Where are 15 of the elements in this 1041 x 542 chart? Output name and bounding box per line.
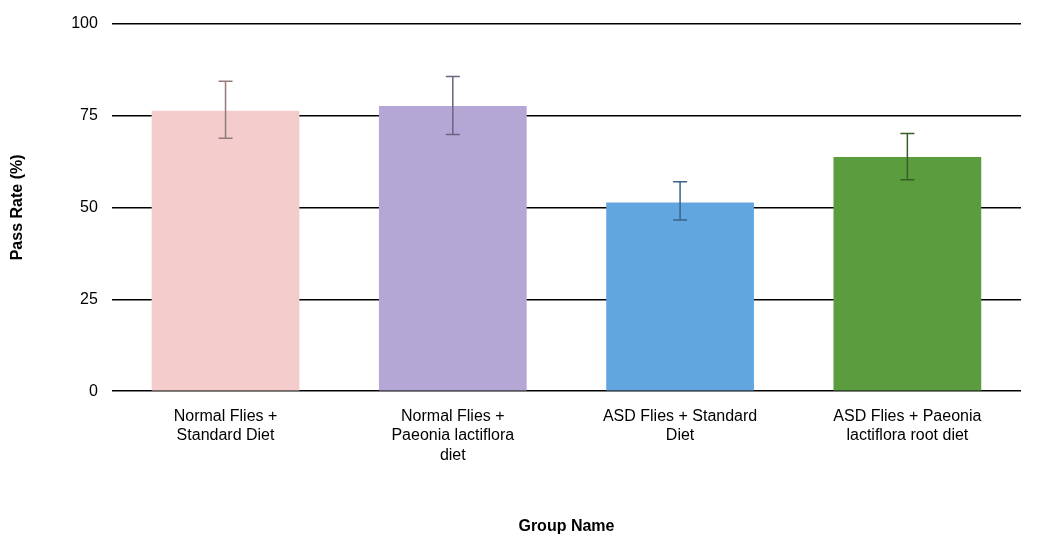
- bar: [606, 202, 754, 391]
- y-tick-label: 25: [80, 289, 98, 307]
- bar: [151, 110, 300, 391]
- x-axis-title: Group Name: [518, 516, 615, 534]
- x-tick-label: Normal Flies + Paeonia lactiflora diet: [391, 407, 515, 463]
- bar: [378, 105, 527, 391]
- y-tick-label: 75: [80, 105, 98, 123]
- bar: [833, 157, 982, 391]
- y-tick-label: 0: [88, 381, 98, 399]
- x-tick-label: ASD Flies + Standard Diet: [602, 407, 758, 444]
- x-tick-label: ASD Flies + Paeonia lactiflora root diet: [833, 407, 982, 444]
- x-tick-label: Normal Flies + Standard Diet: [173, 407, 278, 444]
- y-tick-label: 50: [80, 197, 98, 215]
- y-tick-label: 100: [71, 14, 98, 32]
- y-axis-title: Pass Rate (%): [8, 154, 26, 261]
